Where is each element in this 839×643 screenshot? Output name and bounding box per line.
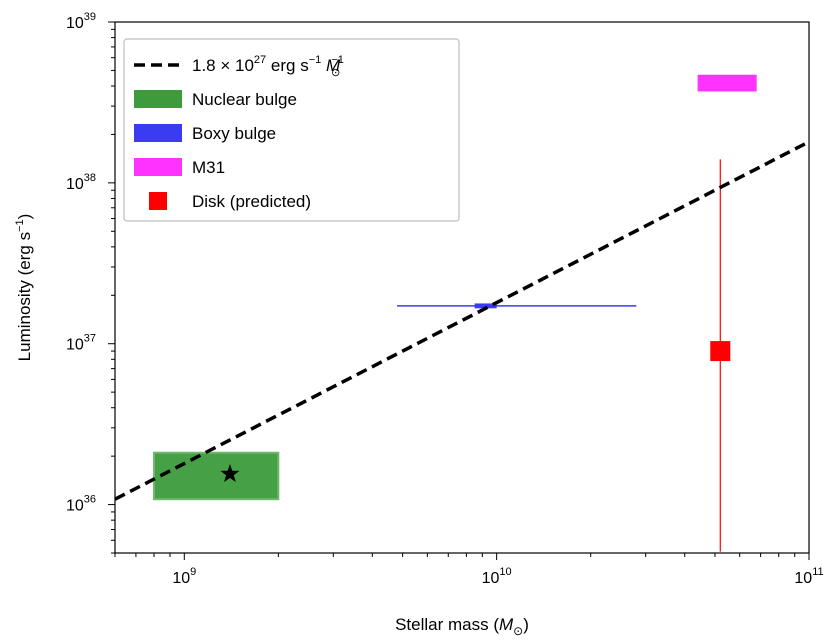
y-axis-label-text: ): [15, 214, 34, 220]
x-axis-label-text: Stellar mass (: [395, 615, 499, 634]
legend-handle-disk-predicted: [149, 192, 167, 210]
legend-label-exponent: −1: [309, 54, 322, 66]
legend-label-subscript: ⊙: [331, 67, 340, 79]
legend-label-part: 1.8 × 10: [192, 56, 254, 75]
x-axis-label-subscript: ⊙: [513, 624, 523, 638]
y-tick-label: 1036: [66, 494, 96, 515]
legend-label-boxy-bulge: Boxy bulge: [192, 124, 276, 143]
x-tick-label: 1010: [482, 566, 512, 587]
y-tick-mantissa: 10: [66, 176, 84, 193]
x-axis-label-symbol: M: [499, 615, 514, 634]
y-tick-label: 1039: [66, 11, 96, 32]
y-axis-label: Luminosity (erg s−1): [14, 214, 34, 362]
legend-label-exponent: 27: [254, 54, 266, 66]
axis-ticks: [108, 21, 810, 560]
disk-marker: [710, 341, 731, 362]
legend-handle-m: [134, 158, 182, 176]
x-tick-exponent: 10: [499, 566, 511, 578]
x-tick-label: 1011: [794, 566, 823, 587]
x-tick-label: 109: [172, 566, 196, 587]
y-axis-label-text: Luminosity (erg s: [15, 232, 34, 361]
nuclear-bulge-star-marker: [220, 463, 240, 483]
x-tick-exponent: 9: [190, 566, 196, 578]
x-tick-exponent: 11: [812, 566, 823, 578]
y-axis-label-superscript: −1: [14, 219, 26, 232]
x-tick-mantissa: 10: [172, 570, 190, 587]
y-tick-exponent: 39: [84, 11, 96, 23]
nuclear-bulge-region: [153, 451, 280, 501]
legend-label-disk-predicted: Disk (predicted): [192, 192, 311, 211]
y-tick-mantissa: 10: [66, 337, 84, 354]
data-layer: [115, 74, 809, 552]
legend-handle-nuclear-bulge: [134, 90, 182, 108]
y-tick-label: 1037: [66, 333, 96, 354]
scaling-relation-line: [115, 140, 809, 501]
legend-label-symbol: M: [321, 56, 341, 75]
legend-label-exponent: −1: [331, 54, 344, 66]
legend-label-m: M31: [192, 158, 225, 177]
y-tick-mantissa: 10: [66, 15, 84, 32]
plot-frame: [114, 21, 810, 554]
legend-handle-boxy-bulge: [134, 124, 182, 142]
boxy-bulge-box: [474, 303, 497, 309]
legend-frame: [123, 38, 460, 222]
legend-label-scaling-line: 1.8 × 1027 erg s−1 M⊙−1: [192, 54, 344, 79]
y-tick-exponent: 36: [84, 494, 96, 506]
x-tick-mantissa: 10: [482, 570, 500, 587]
y-tick-exponent: 38: [84, 172, 96, 184]
x-tick-mantissa: 10: [794, 570, 812, 587]
m31-box: [697, 74, 757, 92]
legend-label-part: erg s: [266, 56, 309, 75]
x-axis-label: Stellar mass (M⊙): [395, 615, 529, 638]
y-tick-mantissa: 10: [66, 498, 84, 515]
x-axis-label-text: ): [523, 615, 529, 634]
y-tick-label: 1038: [66, 172, 96, 193]
y-tick-exponent: 37: [84, 333, 96, 345]
legend-label-nuclear-bulge: Nuclear bulge: [192, 90, 297, 109]
